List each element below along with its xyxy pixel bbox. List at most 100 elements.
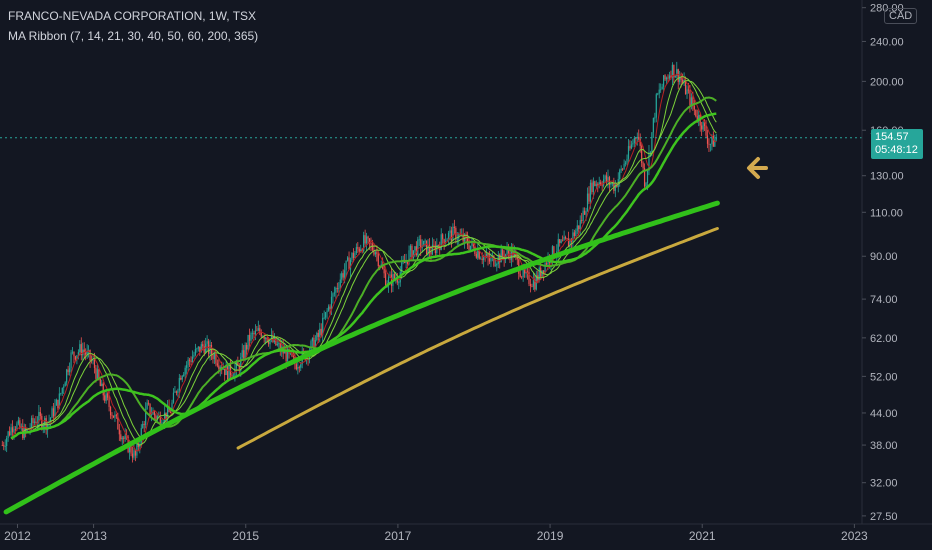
candle-body <box>254 330 256 335</box>
candle-body <box>708 143 710 145</box>
candle-body <box>351 252 353 260</box>
candle-body <box>500 249 502 263</box>
candle-body <box>64 382 66 387</box>
candle-body <box>354 253 356 259</box>
candle-body <box>705 126 707 136</box>
candle-body <box>553 246 555 257</box>
candle-body <box>289 352 292 354</box>
candle-body <box>442 234 444 240</box>
candle-body <box>14 429 17 431</box>
candle-body <box>693 105 695 110</box>
candle-body <box>564 237 567 239</box>
x-tick-label: 2023 <box>841 529 868 543</box>
currency-badge[interactable]: CAD <box>884 8 918 24</box>
y-tick-label: 130.00 <box>870 171 904 183</box>
time-axis[interactable] <box>0 524 932 550</box>
candle-body <box>390 274 393 286</box>
candle-body <box>109 406 112 416</box>
candle-body <box>592 181 594 193</box>
candle-body <box>326 310 328 313</box>
candle-body <box>712 135 714 147</box>
candle-body <box>269 339 271 345</box>
candle-body <box>475 253 477 258</box>
candle-body <box>317 332 319 337</box>
candle-body <box>483 256 485 261</box>
candle-body <box>629 146 631 149</box>
candle-body <box>695 109 697 117</box>
candle-body <box>314 340 316 350</box>
candle-body <box>525 271 527 274</box>
candle-body <box>605 175 608 183</box>
candle-body <box>427 244 429 255</box>
ma-7-line <box>10 73 717 452</box>
candle-body <box>358 248 360 252</box>
candle-body <box>259 328 261 333</box>
candle-body <box>16 423 18 430</box>
candle-body <box>462 234 464 242</box>
candle-body <box>541 270 543 277</box>
candle-body <box>32 418 34 423</box>
candle-body <box>692 97 694 106</box>
candle-body <box>333 292 336 294</box>
candle-body <box>676 69 678 76</box>
candle-body <box>228 363 230 380</box>
candle-body <box>194 349 197 355</box>
candle-body <box>49 417 52 422</box>
indicator-legend[interactable]: MA Ribbon (7, 14, 21, 30, 40, 50, 60, 20… <box>8 29 259 43</box>
candle-body <box>480 258 482 260</box>
candle-body <box>446 239 448 241</box>
candle-body <box>706 135 709 144</box>
candle-body <box>566 238 568 240</box>
candle-body <box>203 346 205 353</box>
candle-body <box>521 276 523 278</box>
candle-body <box>393 274 395 279</box>
candle-body <box>60 393 62 394</box>
candle-body <box>383 268 385 274</box>
candle-body <box>365 236 368 244</box>
candle-body <box>701 125 703 130</box>
candle-body <box>167 406 169 420</box>
candle-body <box>531 286 533 287</box>
candle-body <box>52 408 55 417</box>
candle-body <box>174 391 176 393</box>
candle-body <box>241 350 243 358</box>
candle-body <box>224 368 226 376</box>
candle-body <box>130 444 132 454</box>
price-axis[interactable] <box>862 0 932 524</box>
candle-body <box>238 365 240 371</box>
candle-body <box>253 332 255 335</box>
candle-body <box>348 257 350 270</box>
candle-body <box>73 351 75 357</box>
candle-body <box>567 238 570 247</box>
candle-body <box>677 69 679 82</box>
x-tick-label: 2013 <box>80 529 107 543</box>
x-tick-label: 2017 <box>385 529 412 543</box>
candle-body <box>601 184 603 186</box>
candle-body <box>92 359 94 361</box>
candle-body <box>42 425 44 428</box>
candle-body <box>286 349 289 362</box>
candle-body <box>619 170 621 180</box>
candle-body <box>246 344 248 350</box>
candle-body <box>714 139 716 147</box>
candle-body <box>711 135 713 145</box>
candle-body <box>576 225 578 231</box>
candle-body <box>499 254 501 263</box>
candle-body <box>578 225 580 230</box>
candle-body <box>212 353 214 360</box>
candle-body <box>588 193 590 202</box>
candle-body <box>534 279 536 290</box>
candle-body <box>411 245 413 259</box>
candle-body <box>107 393 109 398</box>
candle-body <box>101 383 103 387</box>
candle-body <box>323 317 325 319</box>
candle-body <box>136 443 138 456</box>
x-tick-label: 2021 <box>689 529 716 543</box>
candle-body <box>377 253 379 267</box>
candle-body <box>690 97 693 106</box>
candle-body <box>93 359 96 368</box>
candle-body <box>417 239 419 256</box>
candle-body <box>376 252 378 254</box>
candle-body <box>19 420 21 429</box>
